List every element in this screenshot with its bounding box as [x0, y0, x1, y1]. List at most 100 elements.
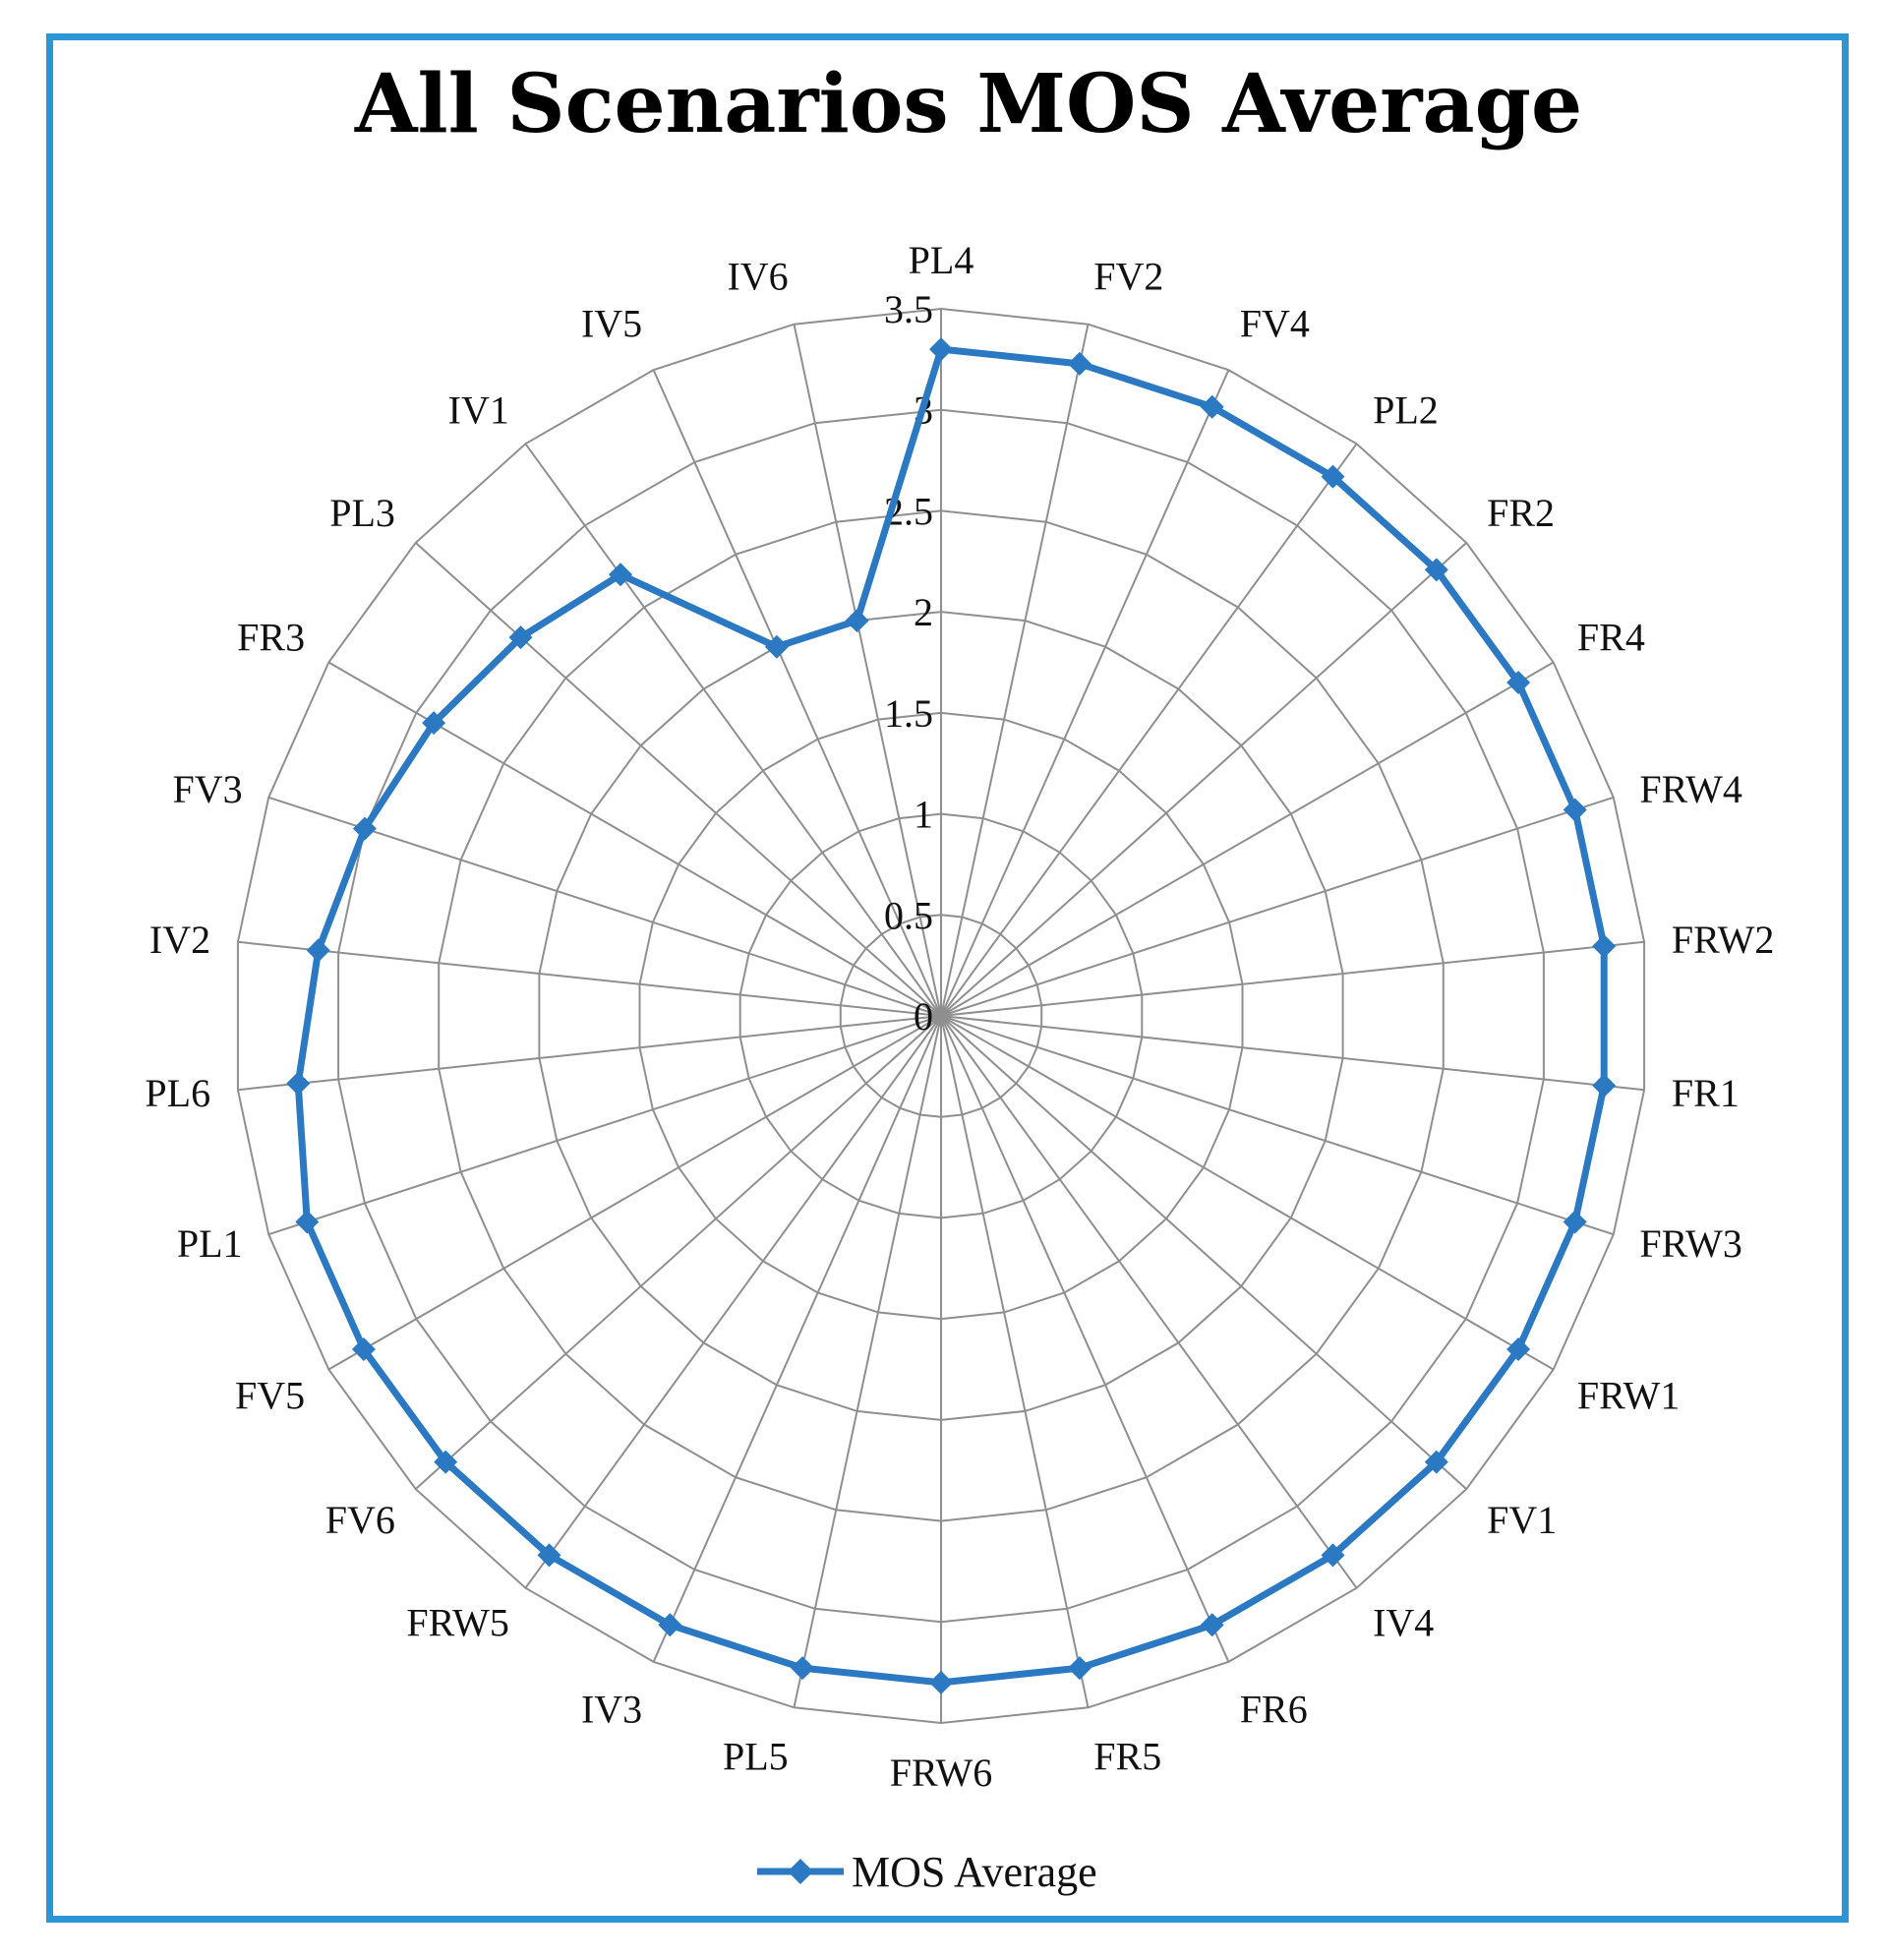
grid-spoke — [940, 443, 1358, 1017]
data-point — [764, 634, 789, 659]
category-label: FR4 — [1577, 616, 1645, 660]
series-line — [294, 345, 1608, 1687]
data-point — [929, 1670, 953, 1694]
data-point — [1200, 394, 1224, 419]
data-point — [845, 609, 869, 633]
data-point — [1506, 671, 1531, 694]
category-label: FRW6 — [890, 1751, 992, 1795]
grid-spoke — [940, 369, 1230, 1017]
grid-spoke — [940, 1015, 1615, 1236]
grid-spoke — [940, 1015, 1090, 1708]
grid-spoke — [652, 369, 942, 1017]
data-point — [1200, 1613, 1224, 1637]
category-label: PL5 — [723, 1735, 789, 1779]
grid-spoke — [652, 1015, 942, 1663]
tick-label: 3.5 — [884, 287, 933, 331]
grid-spoke — [793, 1015, 942, 1708]
category-label: FV2 — [1093, 254, 1163, 298]
grid-spoke — [940, 1015, 1467, 1490]
category-label: PL1 — [177, 1221, 243, 1266]
category-label: IV1 — [448, 388, 509, 433]
data-point — [306, 938, 330, 963]
category-label: IV3 — [581, 1687, 642, 1731]
category-label: IV2 — [149, 918, 210, 962]
grid-spoke — [327, 1015, 942, 1371]
data-point — [351, 1337, 376, 1361]
category-label: FV1 — [1487, 1498, 1557, 1542]
grid-spoke — [415, 542, 942, 1017]
category-label: IV6 — [727, 254, 788, 298]
category-label: FV4 — [1240, 302, 1310, 346]
data-point — [609, 563, 632, 587]
data-point — [1067, 351, 1092, 376]
legend-label: MOS Average — [852, 1848, 1097, 1896]
data-point — [1321, 464, 1345, 489]
chart-title: All Scenarios MOS Average — [354, 57, 1582, 151]
category-label: FRW1 — [1577, 1374, 1680, 1418]
category-label: PL6 — [145, 1071, 210, 1115]
category-label: FR2 — [1487, 491, 1555, 535]
tick-label: 2 — [914, 590, 933, 634]
category-label: FRW5 — [406, 1600, 508, 1644]
category-label: FR6 — [1240, 1687, 1308, 1731]
data-point — [1424, 558, 1448, 582]
category-label: PL4 — [909, 238, 974, 282]
data-point — [1592, 934, 1617, 959]
grid-spoke — [940, 1015, 1555, 1371]
data-point — [508, 625, 533, 650]
series-layer — [286, 337, 1617, 1694]
data-point — [422, 711, 446, 736]
category-label: FR3 — [237, 616, 305, 660]
category-label: PL2 — [1373, 388, 1439, 433]
grid-spoke — [327, 661, 942, 1017]
data-point — [537, 1543, 561, 1568]
data-point — [1563, 1210, 1587, 1234]
grid-spoke — [237, 1015, 942, 1092]
grid-spoke — [940, 542, 1467, 1017]
grid-spoke — [940, 940, 1645, 1017]
tick-label: 0.5 — [884, 893, 933, 937]
category-label: FR5 — [1093, 1735, 1161, 1779]
category-label: IV4 — [1373, 1600, 1434, 1644]
data-point — [1506, 1337, 1531, 1361]
data-point — [658, 1613, 682, 1637]
data-point — [1067, 1656, 1092, 1681]
category-label: FRW3 — [1639, 1221, 1741, 1266]
grid-spoke — [940, 661, 1555, 1017]
data-point — [1424, 1450, 1448, 1474]
data-point — [434, 1450, 458, 1474]
category-label: FRW4 — [1639, 767, 1741, 811]
category-label: FR1 — [1672, 1071, 1740, 1115]
grid-spoke — [415, 1015, 942, 1490]
legend: MOS Average — [757, 1848, 1097, 1896]
grid-spoke — [940, 1015, 1358, 1589]
category-label: FV3 — [172, 767, 242, 811]
grid-spoke — [524, 443, 942, 1017]
grid-spoke — [793, 324, 942, 1017]
category-labels: PL4 FV2 FV4 PL2 FR2 FR4 FRW4 FRW2 FR1 FRW3 FRW1 FV1… — [145, 238, 1774, 1795]
category-label: FV5 — [235, 1374, 305, 1418]
data-point — [1321, 1543, 1345, 1568]
radar-grid — [236, 307, 1646, 1725]
grid-spoke — [940, 796, 1615, 1017]
data-point — [352, 816, 377, 841]
tick-label: 1 — [914, 793, 933, 837]
grid-spoke — [524, 1015, 942, 1589]
tick-label: 0 — [914, 994, 933, 1039]
data-point — [1563, 798, 1587, 822]
category-label: IV5 — [581, 302, 642, 346]
grid-spoke — [940, 324, 1090, 1017]
category-label: FRW2 — [1672, 918, 1774, 962]
category-label: FV6 — [325, 1498, 395, 1542]
grid-spoke — [940, 1015, 1230, 1663]
grid-spoke — [237, 940, 942, 1017]
data-point — [1592, 1073, 1617, 1098]
legend-marker — [788, 1859, 813, 1884]
tick-label: 1.5 — [884, 691, 933, 736]
data-point — [791, 1656, 815, 1681]
category-label: PL3 — [329, 491, 395, 535]
data-point — [929, 337, 953, 362]
grid-spoke — [267, 796, 942, 1017]
data-point — [295, 1210, 320, 1234]
